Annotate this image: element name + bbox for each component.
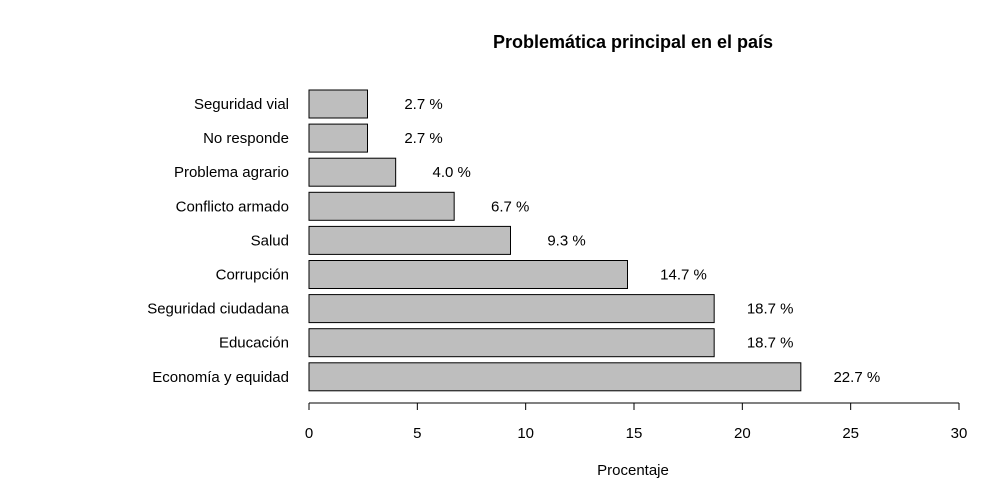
category-label: Economía y equidad <box>152 369 289 386</box>
x-tick-label: 5 <box>413 425 421 442</box>
data-label: 6.7 % <box>491 198 529 215</box>
category-label: Problema agrario <box>174 164 289 181</box>
bar <box>308 89 368 119</box>
data-label: 4.0 % <box>432 164 470 181</box>
bar <box>308 294 715 324</box>
data-label: 22.7 % <box>833 369 880 386</box>
chart-title: Problemática principal en el país <box>493 32 773 52</box>
bar <box>308 225 511 255</box>
x-tick-label: 0 <box>305 425 313 442</box>
x-tick-label: 25 <box>842 425 859 442</box>
bar <box>308 191 455 221</box>
data-label: 9.3 % <box>547 232 585 249</box>
bar <box>308 123 368 153</box>
x-tick-label: 20 <box>734 425 751 442</box>
bar <box>308 157 397 187</box>
x-axis: 0 5 10 15 20 25 30 <box>305 402 968 442</box>
bar <box>308 362 802 392</box>
category-label: No responde <box>203 130 289 147</box>
data-label: 2.7 % <box>404 130 442 147</box>
x-axis-title: Procentaje <box>597 462 669 479</box>
data-label: 18.7 % <box>747 301 794 318</box>
data-label: 18.7 % <box>747 335 794 352</box>
bar <box>308 260 628 289</box>
bars-group: Seguridad vial 2.7 % No responde 2.7 % Probl… <box>147 89 880 392</box>
category-label: Conflicto armado <box>176 198 289 215</box>
category-label: Seguridad vial <box>194 96 289 113</box>
category-label: Educación <box>219 335 289 352</box>
data-label: 2.7 % <box>404 96 442 113</box>
x-tick-label: 30 <box>951 425 968 442</box>
category-label: Seguridad ciudadana <box>147 301 289 318</box>
x-tick-label: 15 <box>626 425 643 442</box>
category-label: Corrupción <box>216 267 289 284</box>
category-label: Salud <box>251 232 289 249</box>
bar <box>308 328 715 358</box>
data-label: 14.7 % <box>660 267 707 284</box>
x-tick-label: 10 <box>517 425 534 442</box>
